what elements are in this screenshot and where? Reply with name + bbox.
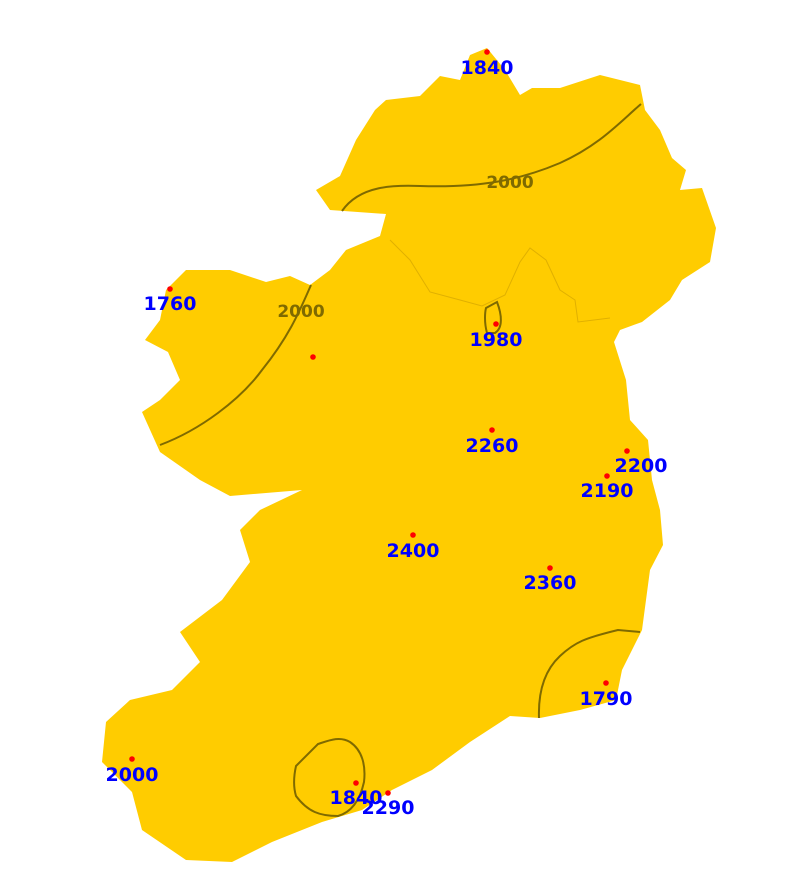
station-marker xyxy=(167,286,173,292)
station-value-label: 1840 xyxy=(330,787,383,809)
isoline-1980-loop xyxy=(484,300,502,334)
isoline-label-north: 2000 xyxy=(486,173,533,193)
station-marker xyxy=(493,321,499,327)
isoline-label-west: 2000 xyxy=(277,302,324,322)
station-value-label: 2360 xyxy=(524,572,577,594)
station-marker xyxy=(604,473,610,479)
isoline-north-2000 xyxy=(341,103,642,212)
isoline-southeast xyxy=(537,628,641,719)
station-value-label: 2260 xyxy=(466,435,519,457)
station-marker xyxy=(547,565,553,571)
station-marker xyxy=(603,680,609,686)
station-value-label: 1760 xyxy=(144,293,197,315)
station-marker xyxy=(129,756,135,762)
station-marker xyxy=(484,49,490,55)
station-value-label: 2400 xyxy=(387,540,440,562)
station-marker xyxy=(489,427,495,433)
station-value-label: 1840 xyxy=(461,57,514,79)
station-value-label: 2000 xyxy=(106,764,159,786)
isoline-south-loop xyxy=(293,737,366,818)
isoline-west-2000 xyxy=(159,284,312,446)
station-marker xyxy=(410,532,416,538)
station-marker xyxy=(385,790,391,796)
station-value-label: 2290 xyxy=(362,797,415,819)
station-marker xyxy=(624,448,630,454)
station-marker xyxy=(310,354,316,360)
station-marker xyxy=(353,780,359,786)
border-line xyxy=(389,239,611,323)
station-value-label: 1790 xyxy=(580,688,633,710)
ireland-landmass xyxy=(102,48,716,862)
station-value-label: 1980 xyxy=(470,329,523,351)
station-value-label: 2190 xyxy=(581,480,634,502)
station-value-label: 2200 xyxy=(615,455,668,477)
